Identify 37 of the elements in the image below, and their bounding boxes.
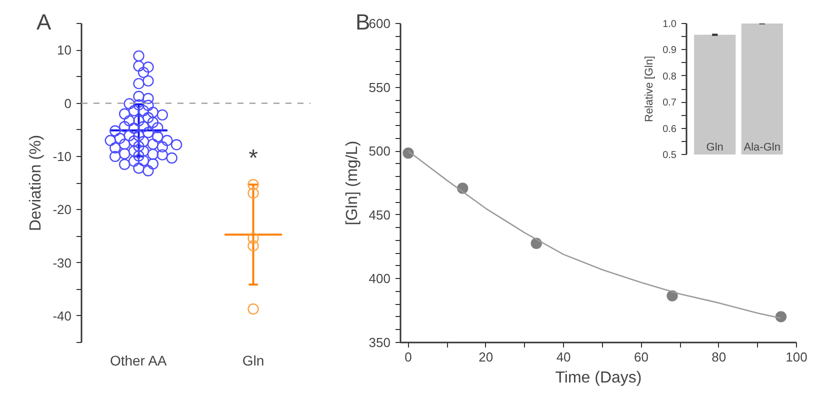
chart-title: B (356, 10, 370, 34)
y-tick-label: 0.9 (662, 45, 677, 56)
x-tick-label: Other AA (110, 352, 168, 368)
y-tick-label: 0.5 (662, 150, 677, 161)
y-tick-label: -20 (52, 202, 72, 218)
y-axis-title: Deviation (%) (28, 134, 45, 232)
x-tick-label: 80 (712, 350, 726, 364)
x-tick-label: 20 (478, 350, 494, 364)
point (666, 290, 678, 302)
y-tick-label: -10 (52, 148, 72, 164)
y-tick-label: 0.7 (662, 98, 677, 109)
point (775, 311, 787, 322)
y-tick-label: 0 (64, 96, 72, 111)
y-tick-label: 10 (57, 42, 72, 58)
y-tick-label: 0.6 (662, 124, 677, 135)
x-axis-title: Time (Days) (555, 370, 642, 386)
x-tick-label: Gln (706, 142, 724, 154)
y-tick-label: 0.8 (662, 71, 677, 82)
y-tick-label: 400 (368, 271, 391, 286)
x-tick-label: Ala-Gln (744, 142, 780, 154)
y-tick-label: 450 (368, 207, 391, 222)
y-tick-label: 350 (368, 335, 391, 350)
y-tick-label: 500 (368, 144, 391, 159)
y-axis-title: [Gln] (mg/L) (344, 140, 361, 226)
y-tick-label: 1.0 (662, 19, 677, 30)
x-tick-label: 60 (634, 350, 648, 364)
x-tick-label: Gln (242, 352, 264, 368)
x-tick-label: 40 (556, 350, 571, 364)
y-tick-label: 600 (368, 16, 391, 31)
y-tick-label: -40 (52, 308, 72, 324)
x-tick-label: 0 (404, 350, 412, 364)
y-tick-label: 550 (368, 80, 391, 95)
x-tick-label: 100 (786, 350, 808, 364)
y-tick-label: -30 (52, 255, 72, 270)
chart-title: A (36, 10, 52, 34)
y-axis-title: Relative [Gln] (644, 56, 656, 122)
annotation: * (248, 145, 258, 172)
